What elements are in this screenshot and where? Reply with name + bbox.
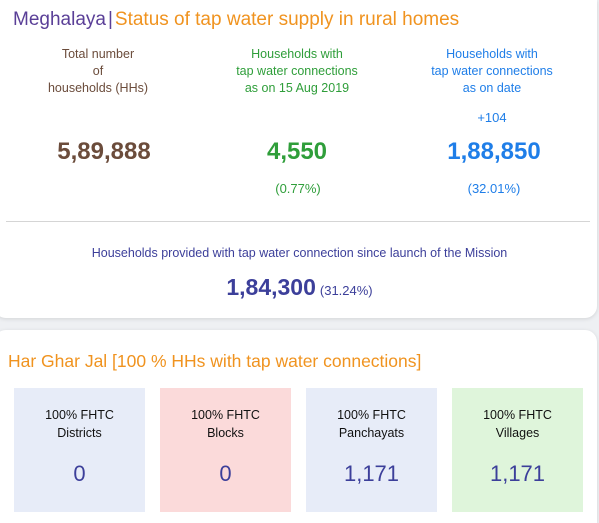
label-line: Households with (446, 47, 538, 61)
tile-label-line: Panchayats (338, 426, 405, 440)
ondate-increment: +104 (477, 110, 507, 125)
page-subject: Status of tap water supply in rural home… (114, 9, 460, 30)
mission-stat: 1,84,300 (31.24%) (0, 274, 599, 301)
tile-label-line: Blocks (207, 426, 244, 440)
tile-label: 100% FHTC Panchayats (306, 406, 437, 442)
tile-label-line: Districts (57, 426, 102, 440)
title-separator: | (107, 9, 113, 30)
label-line: Total number (61, 47, 135, 61)
tile-value: 0 (219, 461, 232, 486)
tile-value: 0 (73, 461, 86, 486)
mission-label: Households provided with tap water conne… (91, 246, 508, 260)
label-line: Households with (251, 47, 343, 61)
tile-districts: 100% FHTC Districts 0 (14, 388, 145, 512)
tile-label-line: 100% FHTC (191, 408, 260, 422)
label-line: as on 15 Aug 2019 (244, 81, 350, 95)
tile-label-line: 100% FHTC (45, 408, 114, 422)
divider (6, 221, 590, 222)
ondate-households-label: Households with tap water connections as… (402, 46, 582, 97)
tile-blocks: 100% FHTC Blocks 0 (160, 388, 291, 512)
summary-card (0, 0, 597, 318)
ondate-percent: (32.01%) (467, 181, 521, 196)
tile-label-line: Villages (495, 426, 540, 440)
mission-percent: (31.24%) (319, 283, 373, 298)
tile-label: 100% FHTC Districts (14, 406, 145, 442)
label-line: tap water connections (431, 64, 553, 78)
mission-value: 1,84,300 (226, 274, 316, 300)
tile-value: 1,171 (343, 461, 400, 486)
tile-panchayats: 100% FHTC Panchayats 1,171 (306, 388, 437, 512)
label-line: of (92, 64, 104, 78)
tile-label: 100% FHTC Villages (452, 406, 583, 442)
total-households-label: Total number of households (HHs) (8, 46, 188, 97)
tile-label: 100% FHTC Blocks (160, 406, 291, 442)
total-households-value: 5,89,888 (57, 138, 151, 165)
label-line: households (HHs) (47, 81, 149, 95)
tile-value: 1,171 (489, 461, 546, 486)
tile-label-line: 100% FHTC (483, 408, 552, 422)
state-name: Meghalaya (13, 9, 106, 30)
har-ghar-jal-title: Har Ghar Jal [100 % HHs with tap water c… (8, 351, 422, 371)
label-line: tap water connections (236, 64, 358, 78)
ondate-households-value: 1,88,850 (447, 138, 541, 165)
aug2019-percent: (0.77%) (275, 181, 321, 196)
page-title: Meghalaya | Status of tap water supply in … (13, 9, 459, 31)
tile-villages: 100% FHTC Villages 1,171 (452, 388, 583, 512)
aug2019-households-value: 4,550 (266, 138, 328, 165)
label-line: as on date (462, 81, 522, 95)
tile-label-line: 100% FHTC (337, 408, 406, 422)
aug2019-households-label: Households with tap water connections as… (207, 46, 387, 97)
